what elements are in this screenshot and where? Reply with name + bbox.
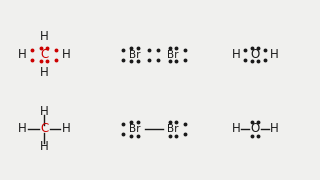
Text: H: H bbox=[18, 48, 27, 61]
Text: C: C bbox=[40, 48, 48, 61]
Text: H: H bbox=[40, 105, 49, 118]
Text: O: O bbox=[251, 122, 260, 136]
Text: H: H bbox=[232, 48, 241, 61]
Text: H: H bbox=[40, 140, 49, 153]
Text: Br: Br bbox=[167, 50, 179, 60]
Text: Br: Br bbox=[129, 50, 140, 60]
Text: H: H bbox=[232, 122, 241, 136]
Text: H: H bbox=[270, 122, 279, 136]
Text: C: C bbox=[40, 122, 48, 136]
Text: H: H bbox=[40, 66, 49, 79]
Text: Br: Br bbox=[167, 124, 179, 134]
Text: O: O bbox=[251, 48, 260, 61]
Text: H: H bbox=[270, 48, 279, 61]
Text: H: H bbox=[18, 122, 27, 136]
Text: H: H bbox=[61, 122, 70, 136]
Text: Br: Br bbox=[129, 124, 140, 134]
Text: H: H bbox=[40, 30, 49, 43]
Text: H: H bbox=[61, 48, 70, 61]
